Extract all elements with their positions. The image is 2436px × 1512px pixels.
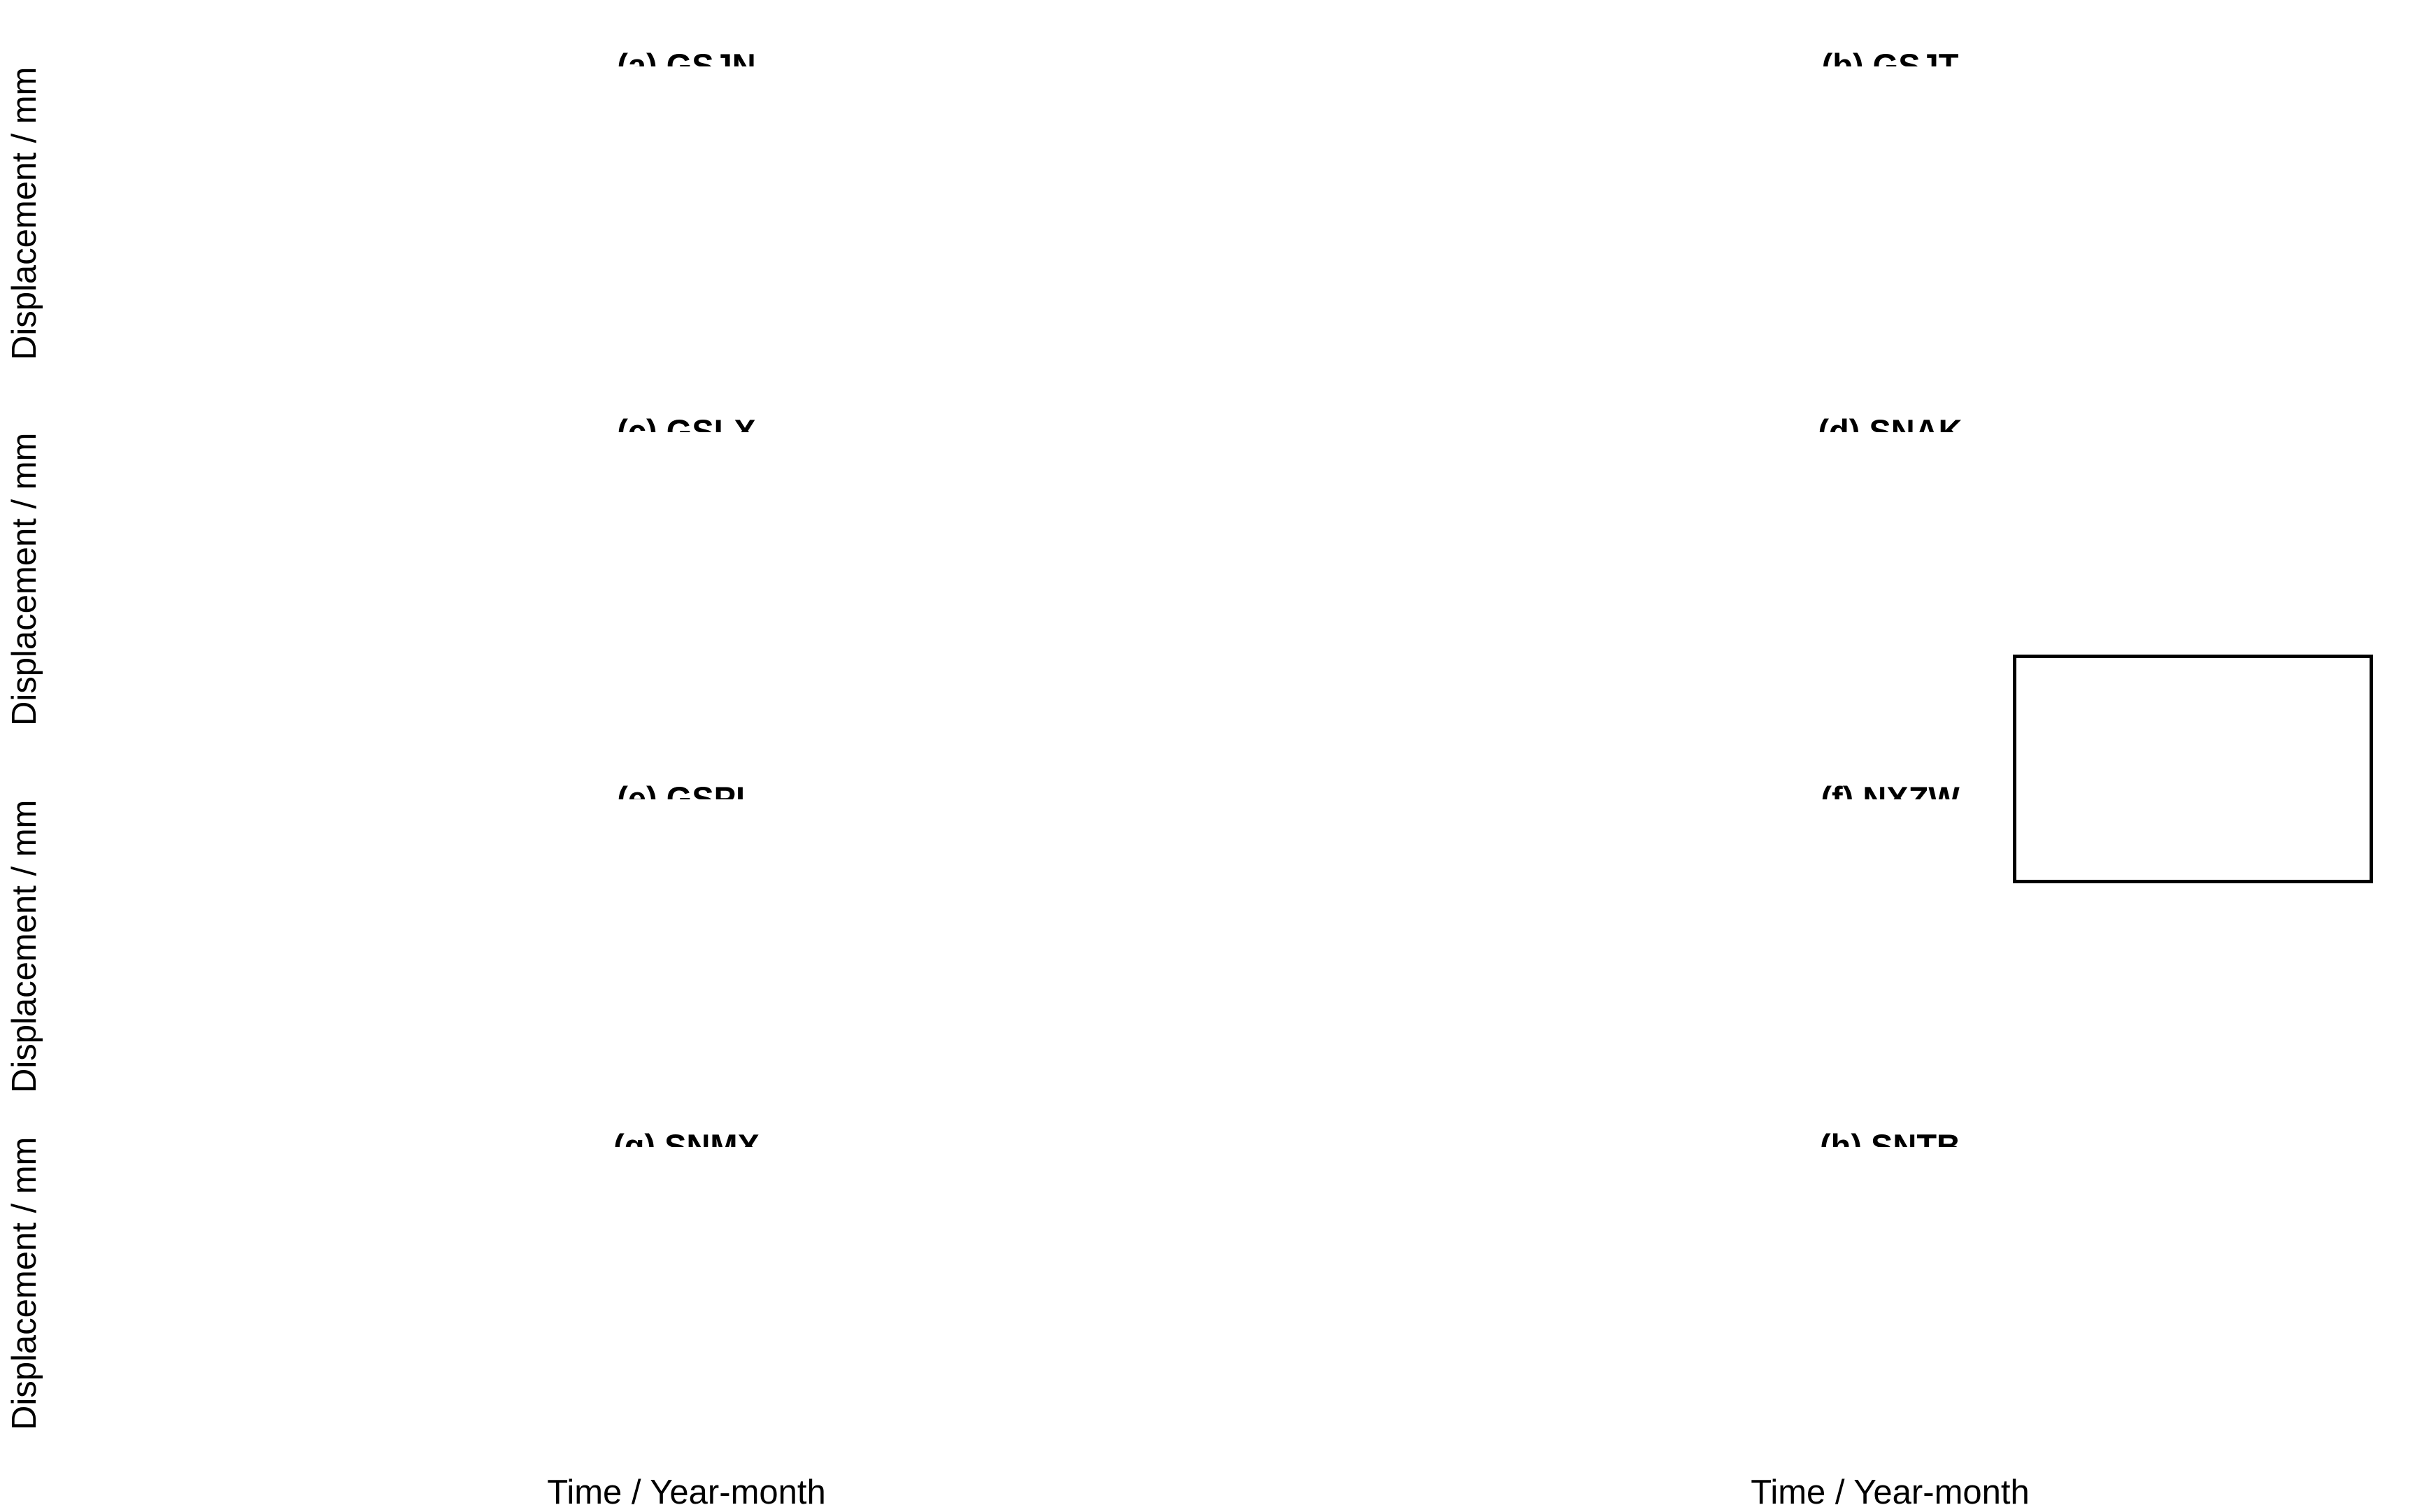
plot-area (143, 66, 1230, 360)
y-axis-label: Displacement / mm (6, 799, 43, 1093)
subplot-gslx: (c) GSLX Displacement / mm (6, 413, 1230, 726)
subplot-gsjt: (b) GSJT (1357, 48, 2423, 360)
legend (2013, 655, 2373, 883)
x-tick-labels (1357, 1428, 2423, 1470)
plot-area (143, 799, 1230, 1093)
x-tick-labels (143, 1428, 1230, 1470)
plot-area (1357, 66, 2423, 360)
y-axis-label: Displacement / mm (6, 432, 43, 726)
x-axis-label: Time / Year-month (1751, 1474, 2030, 1511)
subplot-snmx: (g) SNMX Displacement / mm Time / Year-m… (6, 1128, 1230, 1511)
y-axis-label: Displacement / mm (6, 66, 43, 360)
subplot-gspl: (e) GSPL Displacement / mm (6, 780, 1230, 1093)
subplot-gsjn: (a) GSJN Displacement / mm (6, 48, 1230, 360)
x-axis-label: Time / Year-month (547, 1474, 826, 1511)
plot-area (1357, 1147, 2423, 1420)
plot-area (143, 1147, 1230, 1420)
y-axis-label: Displacement / mm (6, 1136, 43, 1430)
plot-area (143, 432, 1230, 726)
subplot-sntb: (h) SNTB Time / Year-month (1357, 1128, 2423, 1511)
